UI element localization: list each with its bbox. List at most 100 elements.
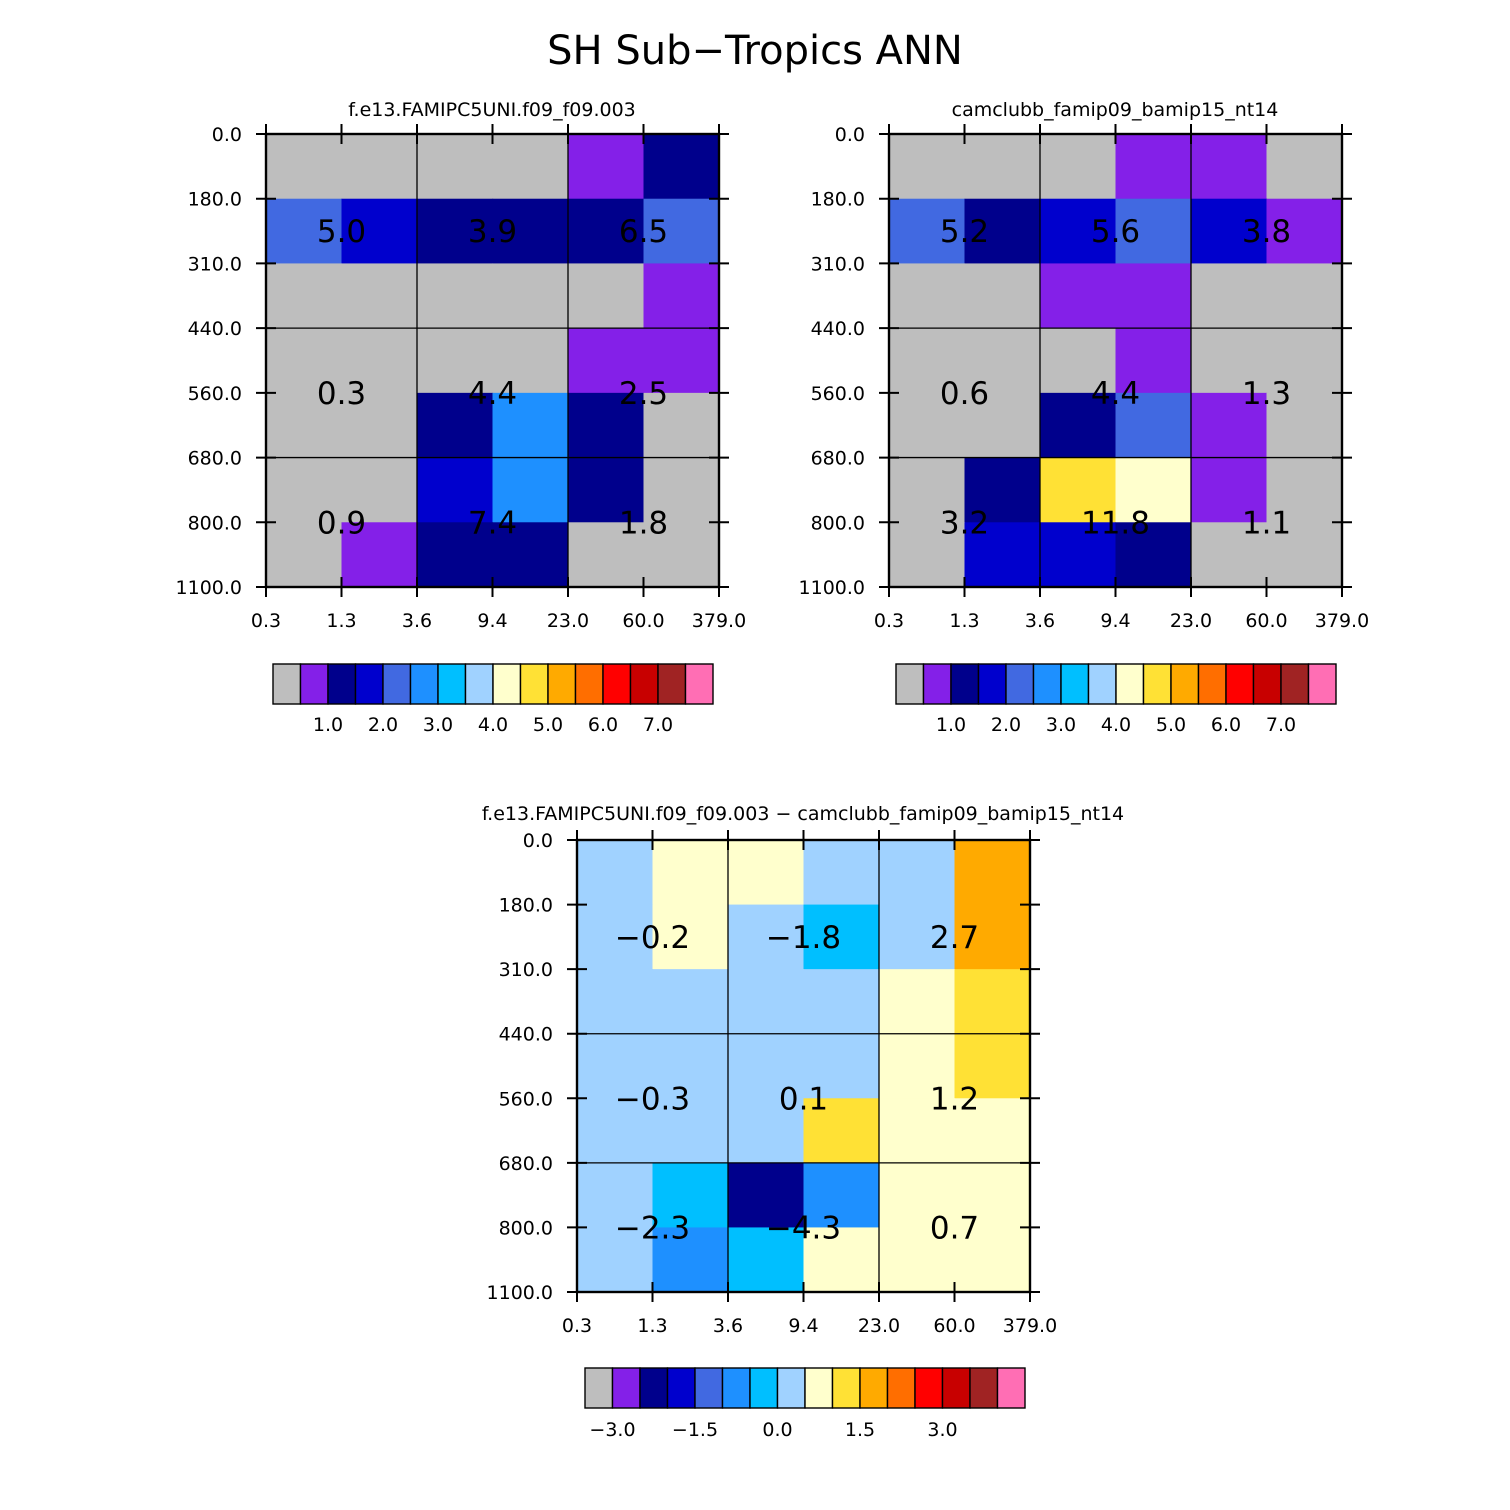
x-tick-label: 60.0 — [933, 1315, 975, 1337]
colorbar-swatch — [804, 1367, 834, 1409]
heatmap-cell — [1040, 457, 1117, 523]
heatmap-cell — [1040, 522, 1117, 588]
heatmap-cell — [954, 1098, 1031, 1164]
heatmap-cell — [652, 1162, 729, 1229]
heatmap-cell — [889, 392, 966, 459]
heatmap-cell — [964, 522, 1041, 588]
x-tick-label: 9.4 — [788, 1315, 818, 1337]
colorbar-label: 5.0 — [533, 714, 563, 736]
box-value-label: 5.0 — [317, 214, 366, 250]
colorbar-label: 1.0 — [313, 714, 343, 736]
colorbar-swatch — [409, 663, 439, 705]
heatmap-cell — [954, 840, 1031, 906]
heatmap-cell — [577, 1033, 654, 1099]
heatmap-cell — [879, 1098, 956, 1164]
colorbar-swatch — [437, 663, 467, 705]
y-tick-label: 310.0 — [188, 253, 242, 275]
heatmap-cell — [728, 1162, 805, 1229]
heatmap-cell — [341, 263, 418, 329]
box-value-label: 1.2 — [930, 1081, 979, 1117]
y-tick-label: 1100.0 — [487, 1282, 553, 1304]
heatmap-cell — [577, 1098, 654, 1164]
panel-model-1: f.e13.FAMIPC5UNI.f09_f09.003 0.0 180.0 310… — [176, 99, 747, 736]
heatmap-cell — [266, 198, 343, 265]
y-tick-label: 440.0 — [811, 318, 865, 340]
heatmap-cell — [1266, 392, 1343, 459]
colorbar-label: 3.0 — [1046, 714, 1076, 736]
heatmap-cell — [728, 969, 805, 1035]
colorbar-label: 1.0 — [936, 714, 966, 736]
colorbar-swatch — [1087, 663, 1117, 705]
colorbar-swatch — [354, 663, 384, 705]
panel-model-2: camclubb_famip09_bamip15_nt14 0.0 180.0 31… — [799, 99, 1370, 736]
x-tick-label: 3.6 — [713, 1315, 743, 1337]
colorbar-label: 2.0 — [368, 714, 398, 736]
x-tick-label: 0.3 — [874, 610, 904, 632]
heatmap-cell — [803, 1098, 880, 1164]
heatmap-cell — [1040, 134, 1117, 200]
heatmap-cell — [492, 392, 569, 459]
colorbar-swatch — [859, 1367, 889, 1409]
heatmap-cell — [1040, 328, 1117, 394]
colorbar-label: 0.0 — [762, 1419, 792, 1441]
heatmap-cell — [568, 392, 645, 459]
heatmap-cell — [1191, 263, 1268, 329]
heatmap-cell — [568, 263, 645, 329]
heatmap-cell — [1191, 198, 1268, 265]
heatmap-cell — [652, 969, 729, 1035]
heatmap-cell — [728, 1227, 805, 1293]
heatmap-cell — [879, 969, 956, 1035]
heatmap-cell — [341, 198, 418, 265]
box-value-label: 6.5 — [619, 214, 668, 250]
colorbar-swatch — [776, 1367, 806, 1409]
colorbar-swatch — [584, 1367, 614, 1409]
y-tick-label: 310.0 — [811, 253, 865, 275]
heatmap-cell — [1266, 263, 1343, 329]
heatmap-cell — [266, 522, 343, 588]
colorbar-swatch — [1307, 663, 1337, 705]
colorbar-label: 3.0 — [927, 1419, 957, 1441]
box-value-label: 0.1 — [779, 1081, 828, 1117]
x-tick-label: 1.3 — [637, 1315, 667, 1337]
colorbar-swatch — [639, 1367, 669, 1409]
panel-title: f.e13.FAMIPC5UNI.f09_f09.003 — [348, 99, 636, 121]
heatmap-cell — [1191, 392, 1268, 459]
heatmap-cell — [1040, 263, 1117, 329]
heatmap-cell — [266, 328, 343, 394]
heatmap-cell — [652, 1098, 729, 1164]
heatmap-cell — [417, 457, 494, 523]
heatmap-cell — [568, 522, 645, 588]
colorbar-label: 7.0 — [1266, 714, 1296, 736]
colorbar-swatch — [629, 663, 659, 705]
x-tick-label: 23.0 — [1170, 610, 1212, 632]
heatmap-cell — [1115, 263, 1192, 329]
colorbar-label: 3.0 — [423, 714, 453, 736]
colorbar-swatch — [694, 1367, 724, 1409]
colorbar-swatch — [657, 663, 687, 705]
colorbar-swatch — [547, 663, 577, 705]
heatmap-cell — [879, 1033, 956, 1099]
colorbar-label: −1.5 — [672, 1419, 718, 1441]
box-value-label: 0.9 — [317, 505, 366, 541]
heatmap-cell — [728, 1033, 805, 1099]
colorbar-swatch — [1115, 663, 1145, 705]
y-tick-label: 800.0 — [188, 512, 242, 534]
heatmap-cell — [643, 328, 720, 394]
x-tick-label: 1.3 — [949, 610, 979, 632]
colorbar-swatch — [1142, 663, 1172, 705]
y-tick-label: 680.0 — [188, 448, 242, 470]
x-tick-label: 60.0 — [622, 610, 664, 632]
heatmap-cell — [1266, 457, 1343, 523]
heatmap-cell — [964, 328, 1041, 394]
heatmap-cell — [417, 522, 494, 588]
y-tick-label: 0.0 — [212, 124, 242, 146]
y-tick-label: 1100.0 — [176, 577, 242, 599]
colorbar-label: 1.5 — [845, 1419, 875, 1441]
x-tick-label: 0.3 — [562, 1315, 592, 1337]
heatmap-cell — [889, 522, 966, 588]
heatmap-cell — [889, 328, 966, 394]
x-tick-label: 379.0 — [1003, 1315, 1057, 1337]
heatmap-cell — [1266, 522, 1343, 588]
colorbar-swatch — [272, 663, 302, 705]
